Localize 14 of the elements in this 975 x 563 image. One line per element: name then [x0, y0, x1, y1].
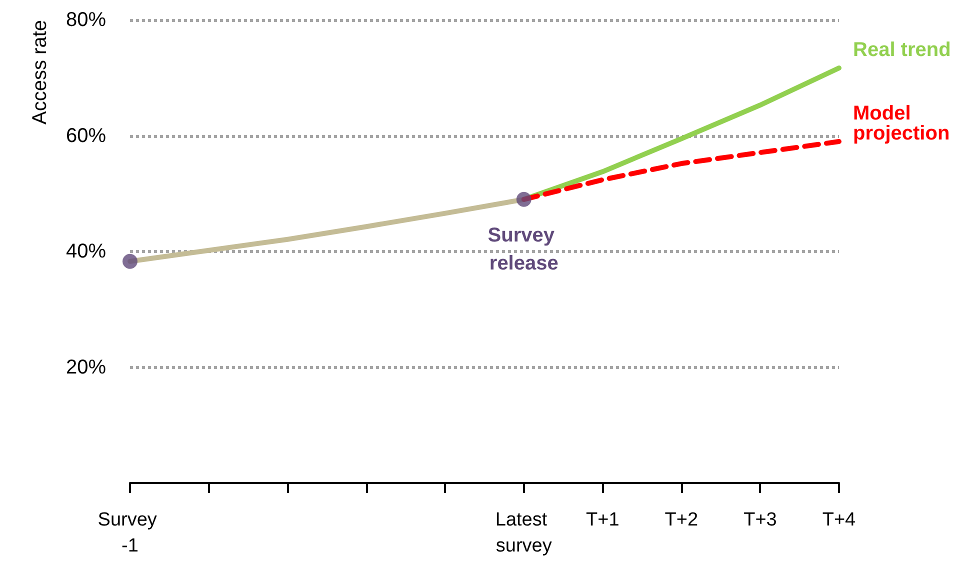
y-tick-label: 40%: [66, 240, 106, 262]
x-tick-label: T+2: [664, 510, 698, 530]
x-tick-label: Survey -1: [98, 510, 162, 556]
series-label: Model projection: [853, 102, 950, 145]
x-tick-label: T+3: [744, 510, 777, 530]
y-tick-label: 20%: [66, 356, 106, 378]
y-axis-title: Access rate: [29, 20, 51, 124]
x-tick-label: Latest survey: [495, 510, 552, 556]
y-tick-label: 60%: [66, 124, 106, 147]
series-label: Real trend: [853, 39, 951, 62]
x-tick-label: T+4: [822, 510, 856, 530]
y-tick-label: 80%: [66, 9, 106, 31]
x-tick-label: T+1: [586, 510, 620, 530]
annotation: Survey release: [488, 224, 560, 274]
